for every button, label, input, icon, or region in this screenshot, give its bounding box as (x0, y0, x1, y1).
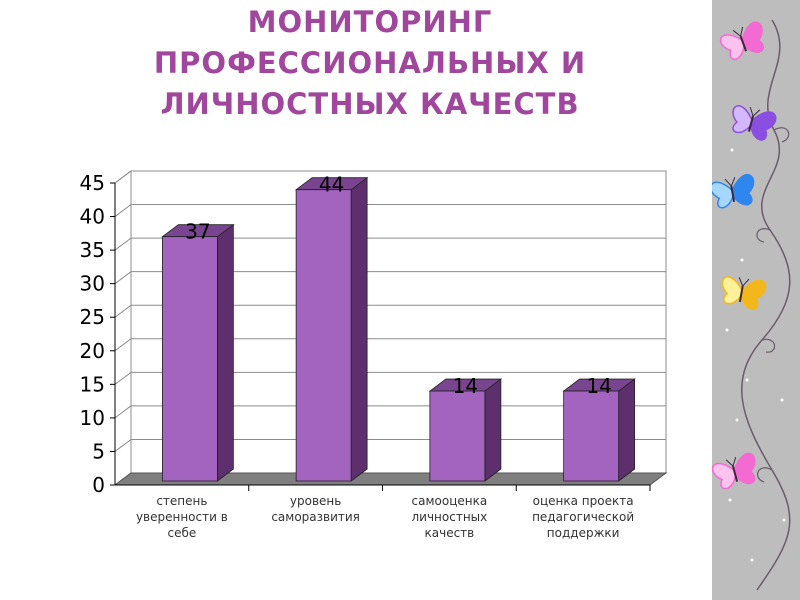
gridline-depth (114, 371, 132, 385)
butterfly-body (747, 115, 755, 132)
sparkle (740, 258, 744, 262)
gridline-depth (114, 338, 132, 352)
x-tick-label: саморазвития (271, 510, 360, 524)
butterfly-antennae (725, 456, 737, 467)
y-tick-label: 40 (80, 205, 105, 229)
butterfly-wing (749, 111, 777, 141)
butterfly-antennae (738, 277, 750, 287)
title-line: ЛИЧНОСТНЫХ КАЧЕСТВ (160, 87, 580, 121)
x-tick-label: самооценка (412, 494, 488, 508)
x-tick-label: личностных (411, 510, 487, 524)
butterfly-body (739, 35, 748, 52)
gridline-depth (114, 170, 132, 184)
sparkle (750, 558, 754, 562)
bar (294, 176, 369, 482)
y-tick-label: 20 (80, 339, 105, 363)
y-tick-label: 10 (80, 406, 105, 430)
title-line: МОНИТОРИНГ (247, 5, 493, 39)
sparkle (782, 518, 786, 522)
gridline-depth (114, 439, 132, 452)
sparkle (780, 398, 784, 402)
butterfly-antennae (732, 26, 744, 37)
bar (161, 223, 235, 482)
bar-side (484, 378, 502, 482)
bar-value-label: 14 (453, 374, 478, 398)
x-tick-label: себе (167, 526, 196, 540)
title-line: ПРОФЕССИОНАЛЬНЫХ И (153, 46, 587, 80)
butterfly-icon (719, 21, 765, 60)
y-tick-label: 0 (92, 473, 105, 497)
slide-title: МОНИТОРИНГ ПРОФЕССИОНАЛЬНЫХ И ЛИЧНОСТНЫХ… (90, 2, 650, 125)
x-tick-label: оценка проекта (533, 494, 634, 508)
butterfly-wing (732, 105, 753, 134)
butterfly-wing (733, 452, 756, 485)
butterfly-body (731, 465, 739, 482)
gridline-depth (114, 237, 132, 251)
vine-curls (756, 127, 790, 483)
chart-side-wall (114, 170, 132, 486)
butterfly-icon (712, 174, 755, 209)
sparkle (728, 498, 732, 502)
bar-side (350, 176, 368, 482)
gridline-depth (114, 204, 132, 217)
bar-front (563, 390, 620, 482)
bar-chart: 0 5 10 15 20 25 30 35 40 45 37 степень уверенности в… (80, 170, 668, 540)
x-tick-label: уверенности в (136, 510, 228, 524)
butterfly-icon (712, 452, 756, 490)
gridline-depth (114, 304, 132, 318)
butterfly-wing (712, 181, 734, 209)
butterfly-icon (721, 276, 767, 310)
gridline-depth (114, 405, 132, 419)
y-tick-label: 15 (80, 372, 105, 396)
butterfly-antennae (724, 177, 736, 187)
bar-value-label: 44 (319, 173, 344, 197)
butterfly-wing (712, 462, 737, 490)
sparkle (730, 148, 734, 152)
butterfly-wing (740, 279, 767, 310)
butterfly-body (730, 185, 736, 202)
bar (562, 378, 636, 482)
sparkle (725, 328, 729, 332)
bar-front (429, 390, 486, 482)
butterfly-wing (731, 174, 755, 206)
sparkle (735, 418, 739, 422)
bar-side (216, 223, 234, 482)
y-tick-label: 30 (80, 272, 105, 296)
butterfly-wing (719, 34, 745, 60)
butterfly-wing (721, 276, 743, 305)
x-tick-label: степень (156, 494, 207, 508)
bar (428, 378, 503, 482)
bar-value-label: 37 (185, 220, 210, 244)
y-tick-label: 25 (80, 305, 105, 329)
sparkle (745, 378, 749, 382)
bar-side (618, 378, 636, 482)
x-tick-label: педагогической (532, 510, 634, 524)
x-tick-label: уровень (290, 494, 341, 508)
bar-front (295, 189, 352, 482)
butterfly-wing (741, 21, 765, 53)
x-tick-label: качеств (425, 526, 475, 540)
butterfly-body (738, 285, 744, 302)
butterfly-icon (732, 105, 777, 141)
y-tick-label: 35 (80, 238, 105, 262)
bar-value-label: 14 (586, 374, 611, 398)
y-tick-label: 5 (92, 439, 105, 463)
bar-front (161, 236, 218, 482)
butterfly-antennae (749, 106, 761, 117)
x-tick-label: поддержки (547, 526, 620, 540)
y-tick-label: 45 (80, 171, 105, 195)
butterfly-decoration-strip (712, 0, 800, 600)
gridline-depth (114, 271, 132, 285)
